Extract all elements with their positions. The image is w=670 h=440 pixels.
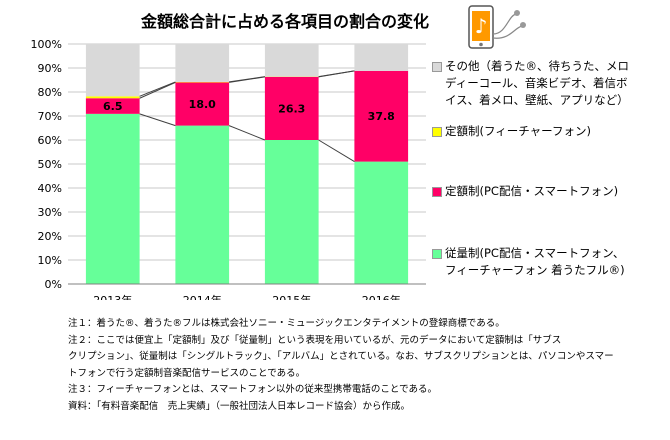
bar-segment [354, 44, 409, 71]
chart-title: 金額総合計に占める各項目の割合の変化 [140, 12, 429, 31]
connector-line [139, 81, 176, 97]
legend-label: その他（着うた®、待ちうた、メロ [445, 59, 629, 73]
connector-line [229, 76, 265, 83]
x-tick-label: 2014年 [183, 293, 222, 300]
note-line: トフォンで行う定額制音楽配信サービスのことである。 [68, 367, 306, 379]
bar-segment [175, 82, 230, 126]
y-tick-label: 0% [45, 278, 62, 291]
legend-label: 従量制(PC配信・スマートフォン、 [445, 246, 625, 260]
legend-label: 定額制(フィーチャーフォン) [445, 124, 591, 138]
bar-segment [264, 44, 319, 77]
legend-item: その他（着うた®、待ちうた、メロ ディーコール、音楽ビデオ、着信ボ イス、着メロ、壁… [432, 58, 664, 109]
y-tick-label: 30% [38, 206, 62, 219]
bar-segment [264, 140, 319, 284]
legend-label: フィーチャーフォン 着うたフル®) [445, 263, 625, 277]
legend-swatch [432, 187, 442, 197]
legend-swatch [432, 62, 442, 72]
bar-segment [85, 113, 140, 284]
chart-notes: 注１：着うた®、着うた®フルは株式会社ソニー・ミュージックエンタテイメントの登録… [68, 316, 658, 415]
legend-label: ディーコール、音楽ビデオ、着信ボ [445, 76, 628, 90]
legend-swatch [432, 249, 442, 259]
connector-line [139, 81, 176, 99]
x-tick-label: 2015年 [272, 293, 311, 300]
connector-line [228, 125, 266, 141]
svg-text:♪: ♪ [475, 14, 488, 38]
legend-item: 定額制(フィーチャーフォン) [432, 123, 664, 140]
stacked-bar-chart: 0% 10% 20% 30% 40% 50% 60% 70% 80% 90% 100% 6.5 2013… [31, 38, 426, 300]
y-tick-label: 90% [38, 62, 62, 75]
note-line: クリプション」、従量制は「シングルトラック」、「アルバム」とされている。なお、サ… [68, 351, 614, 362]
legend-label: イス、着メロ、壁紙、アプリなど） [445, 93, 629, 107]
y-tick-label: 80% [38, 86, 62, 99]
y-tick-label: 60% [38, 134, 62, 147]
legend-item: 定額制(PC配信・スマートフォン) [432, 183, 664, 200]
note-line: 注２：ここでは便宜上「定額制」及び「従量制」という表現を用いているが、元のデータ… [68, 334, 562, 346]
data-label: 37.8 [368, 110, 395, 123]
note-line: 資料：「有料音楽配信 売上実績」（一般社団法人日本レコード協会）から作成。 [68, 400, 411, 412]
bar-segment [354, 161, 409, 284]
data-label: 26.3 [278, 102, 305, 115]
connector-line [139, 113, 176, 127]
data-label: 6.5 [103, 100, 123, 113]
legend-label: 定額制(PC配信・スマートフォン) [445, 184, 619, 198]
bar-segment [354, 70, 409, 162]
connector-line [318, 139, 355, 163]
legend-swatch [432, 127, 442, 137]
y-tick-label: 20% [38, 230, 62, 243]
bar-segment [264, 76, 319, 140]
y-tick-label: 10% [38, 254, 62, 267]
data-label: 18.0 [189, 98, 216, 111]
x-tick-label: 2016年 [362, 293, 401, 300]
y-tick-label: 40% [38, 182, 62, 195]
bar-segment [175, 125, 230, 284]
bar-segment [175, 44, 230, 82]
legend-item: 従量制(PC配信・スマートフォン、 フィーチャーフォン 着うたフル®) [432, 245, 664, 279]
y-tick-label: 100% [31, 38, 62, 51]
y-tick-label: 70% [38, 110, 62, 123]
bar-segment [85, 96, 140, 99]
bar-segment [85, 98, 140, 114]
bar-segment [85, 44, 140, 97]
phone-music-icon: ♪ [468, 5, 526, 49]
note-line: 注１：着うた®、着うた®フルは株式会社ソニー・ミュージックエンタテイメントの登録… [68, 318, 505, 329]
x-tick-label: 2013年 [93, 293, 132, 300]
note-line: 注３：フィーチャーフォンとは、スマートフォン以外の従来型携帯電話のことである。 [68, 384, 437, 395]
connector-line [318, 70, 355, 78]
y-tick-label: 50% [38, 158, 62, 171]
